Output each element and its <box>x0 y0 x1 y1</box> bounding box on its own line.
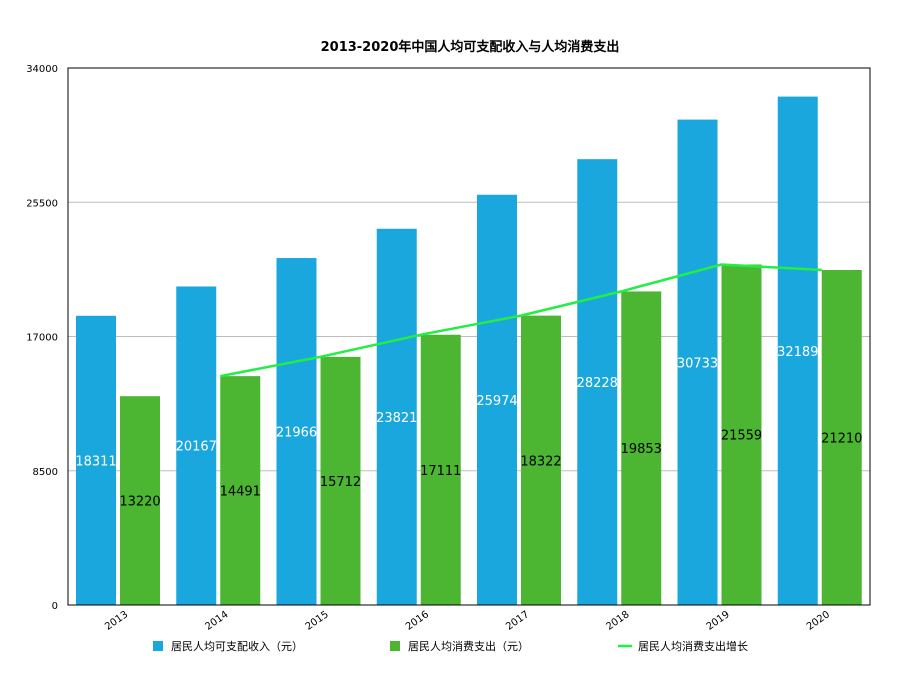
y-axis: 0 8500 17000 25500 34000 <box>26 64 58 612</box>
bar-value-label: 18322 <box>520 454 561 469</box>
bar-value-label: 18311 <box>75 454 116 469</box>
bar-value-label: 21559 <box>721 429 762 444</box>
bar-value-label: 20167 <box>176 440 217 455</box>
bar-value-label: 25974 <box>476 394 517 409</box>
y-tick-label: 8500 <box>33 467 58 478</box>
chart-title: 2013-2020年中国人均可支配收入与人均消费支出 <box>321 39 620 55</box>
growth-line-path <box>220 263 822 378</box>
bar-income <box>477 194 517 605</box>
bar-spending <box>320 356 361 605</box>
bar-spending <box>521 315 561 605</box>
bar-income <box>777 96 818 605</box>
x-tick-label: 2018 <box>604 609 631 633</box>
legend: 居民人均可支配收入（元） 居民人均消费支出（元） 居民人均消费支出增长 <box>153 639 748 653</box>
bar-value-label: 17111 <box>420 464 461 479</box>
bar-spending <box>621 291 662 605</box>
x-tick-label: 2015 <box>304 609 331 633</box>
y-tick-label: 25500 <box>26 198 58 209</box>
bar-income <box>176 286 217 605</box>
bar-value-label: 19853 <box>621 442 662 457</box>
x-tick-label: 2019 <box>705 609 732 633</box>
x-tick-label: 2014 <box>203 609 230 633</box>
bar-spending <box>420 334 461 605</box>
bar-value-label: 28228 <box>577 376 618 391</box>
legend-swatch <box>390 641 400 651</box>
bar-value-label: 15712 <box>320 475 361 490</box>
bar-income <box>376 228 417 606</box>
x-tick-label: 2017 <box>504 609 531 633</box>
bar-income <box>76 315 116 605</box>
bar-value-label: 23821 <box>376 411 417 426</box>
bar-value-label: 14491 <box>220 485 261 500</box>
y-tick-label: 17000 <box>26 333 58 344</box>
x-axis: 2013 2014 2015 2016 2017 2018 2019 2020 <box>103 609 832 633</box>
bars <box>76 96 862 606</box>
legend-label: 居民人均消费支出增长 <box>638 639 748 653</box>
plot-frame <box>67 67 871 606</box>
legend-label: 居民人均可支配收入（元） <box>171 639 303 653</box>
bar-spending <box>721 264 762 605</box>
legend-label: 居民人均消费支出（元） <box>408 639 529 653</box>
bar-value-label: 13220 <box>119 495 160 510</box>
bar-income <box>577 159 618 606</box>
bar-value-label: 32189 <box>777 345 818 360</box>
legend-swatch <box>153 641 163 651</box>
bar-value-label: 30733 <box>677 356 718 371</box>
x-tick-label: 2020 <box>805 609 832 633</box>
bar-value-label: 21210 <box>821 432 862 447</box>
bar-spending <box>120 396 160 605</box>
bar-labels: 18311 20167 21966 23821 25974 28228 30733 32189… <box>75 345 862 510</box>
x-tick-label: 2013 <box>103 609 130 633</box>
y-tick-label: 0 <box>52 601 58 612</box>
bar-income <box>276 258 317 605</box>
bar-spending <box>220 376 261 605</box>
x-tick-label: 2016 <box>404 609 431 633</box>
growth-line <box>220 263 822 378</box>
bar-value-label: 21966 <box>276 426 317 441</box>
bar-spending <box>821 270 862 605</box>
y-tick-label: 34000 <box>26 64 58 75</box>
bar-income <box>677 119 718 606</box>
